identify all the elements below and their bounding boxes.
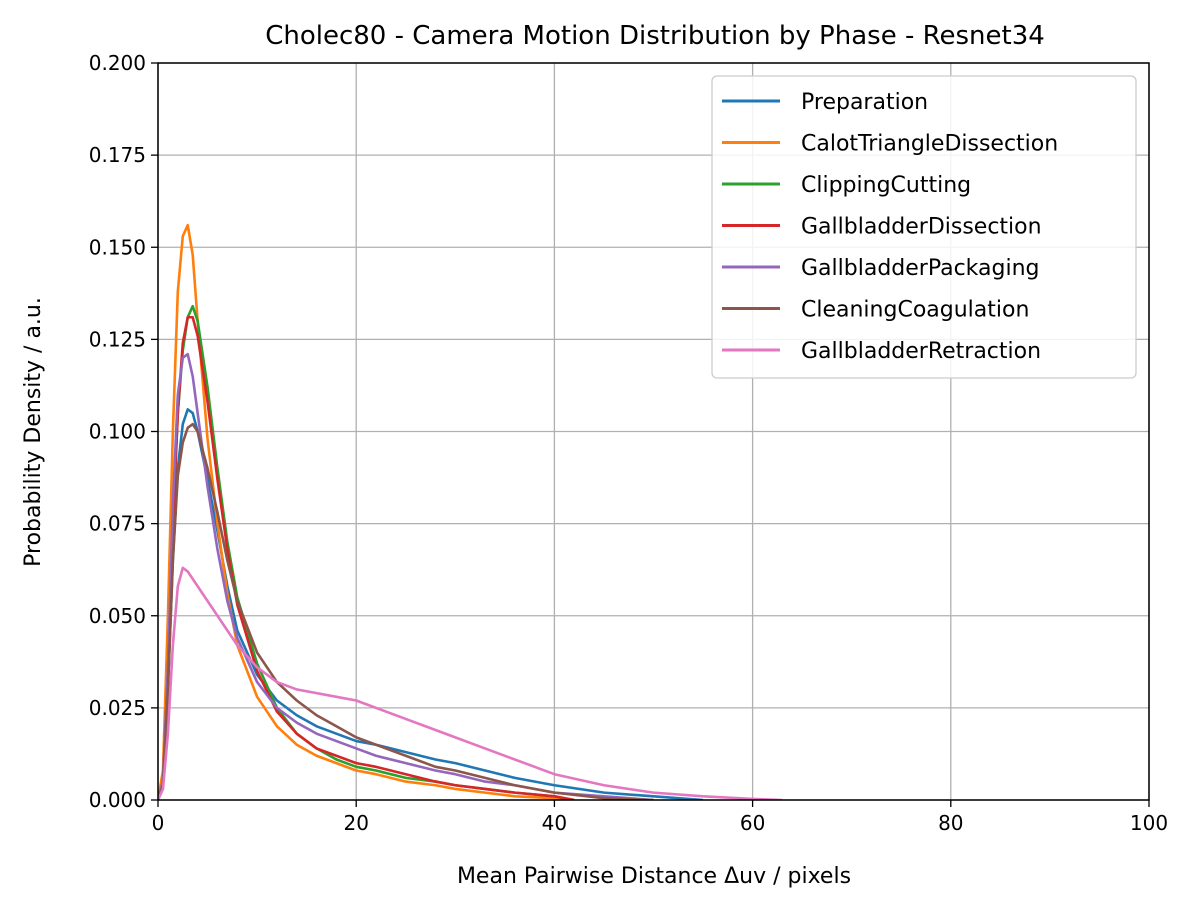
x-tick-label: 20 (343, 811, 368, 835)
x-tick-label: 80 (938, 811, 963, 835)
y-tick-label: 0.100 (89, 420, 146, 444)
y-tick-label: 0.200 (89, 51, 146, 75)
y-tick-label: 0.125 (89, 327, 146, 351)
series-line-calottriangledissection (158, 223, 575, 800)
x-axis: 0 20 40 60 80 100 (152, 800, 1168, 835)
y-tick-label: 0.050 (89, 604, 146, 628)
y-tick-label: 0.025 (89, 696, 146, 720)
plot-area (158, 223, 783, 800)
legend-label: GallbladderPackaging (801, 256, 1040, 281)
y-tick-label: 0.075 (89, 512, 146, 536)
legend-label: Preparation (801, 90, 928, 115)
series-line-preparation (158, 408, 704, 800)
legend-label: GallbladderDissection (801, 215, 1042, 240)
series-line-gallbladderpackaging (158, 352, 654, 800)
series-line-cleaningcoagulation (158, 422, 654, 800)
legend: Preparation CalotTriangleDissection Clippi… (711, 75, 1137, 379)
y-axis: 0.000 0.025 0.050 0.075 0.100 0.125 0.150 0.175… (89, 51, 158, 812)
x-tick-label: 0 (152, 811, 165, 835)
y-tick-label: 0.175 (89, 143, 146, 167)
x-axis-label: Mean Pairwise Distance Δuv / pixels (457, 864, 851, 889)
y-tick-label: 0.000 (89, 788, 146, 812)
x-tick-label: 60 (740, 811, 765, 835)
x-tick-label: 40 (542, 811, 567, 835)
series-lines (158, 223, 783, 800)
legend-label: CalotTriangleDissection (801, 132, 1058, 157)
y-axis-label: Probability Density / a.u. (21, 297, 46, 567)
x-tick-label: 100 (1130, 811, 1168, 835)
chart-title: Cholec80 - Camera Motion Distribution by… (265, 21, 1045, 51)
legend-label: ClippingCutting (801, 173, 971, 198)
legend-label: CleaningCoagulation (801, 298, 1029, 323)
legend-box (711, 75, 1137, 379)
y-tick-label: 0.150 (89, 235, 146, 259)
legend-label: GallbladderRetraction (801, 339, 1041, 364)
series-line-gallbladderretraction (158, 566, 783, 800)
